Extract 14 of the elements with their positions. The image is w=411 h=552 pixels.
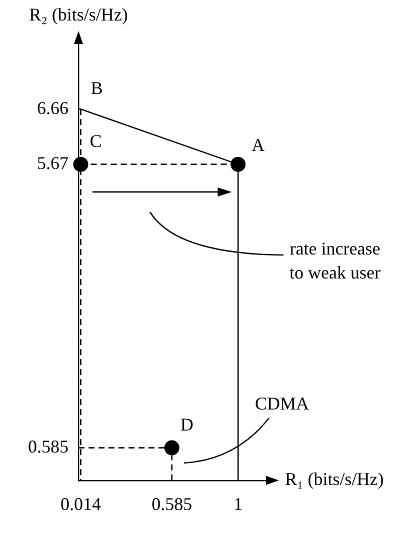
y-tick-label: 5.67 xyxy=(37,153,68,174)
x-tick-label: 0.585 xyxy=(152,494,192,514)
x-tick-label: 1 xyxy=(234,494,243,514)
y-axis-title: R₂ (bits/s/Hz) xyxy=(29,4,128,25)
annotation: B xyxy=(90,78,103,98)
y-tick-label: 6.66 xyxy=(37,98,68,118)
annotation: CDMA xyxy=(254,394,310,414)
x-axis-title: R₁ (bits/s/Hz) xyxy=(285,469,384,490)
annotation: D xyxy=(180,414,194,435)
annotation: C xyxy=(90,131,102,152)
annotation: A xyxy=(252,135,265,156)
text: rate increase to weak user xyxy=(290,238,380,283)
y-tick-label: 0.585 xyxy=(28,436,68,457)
x-tick-label: 0.014 xyxy=(60,494,101,514)
